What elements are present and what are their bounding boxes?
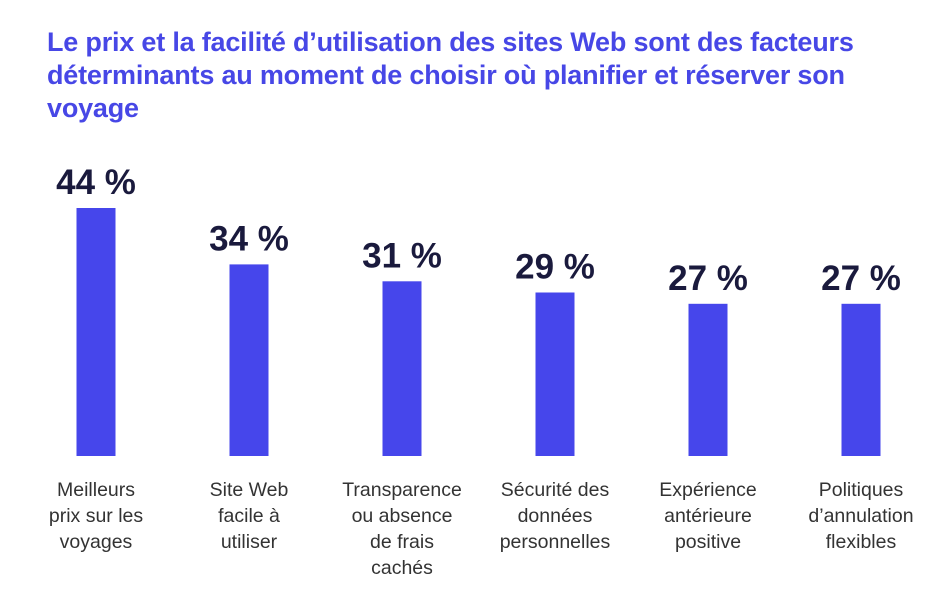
value-label-5: 27 % [821, 259, 901, 298]
category-label-2: Transparence ou absence de frais cachés [342, 479, 462, 579]
value-label-3: 29 % [515, 248, 595, 287]
category-label-line: positive [675, 531, 741, 553]
category-label-line: ou absence [352, 505, 453, 527]
category-label-line: prix sur les [49, 505, 144, 527]
category-label-line: voyages [60, 531, 133, 553]
category-label-line: données [518, 505, 593, 527]
bar-5 [841, 303, 881, 456]
category-label-line: flexibles [826, 531, 897, 553]
category-label-line: d’annulation [808, 505, 913, 527]
category-label-line: utiliser [221, 531, 278, 553]
bar-3 [535, 292, 575, 456]
category-label-5: Politiques d’annulation flexibles [808, 479, 913, 553]
category-label-line: Meilleurs [57, 479, 135, 501]
category-label-line: facile à [218, 505, 280, 527]
bar-1 [229, 264, 269, 456]
category-label-line: personnelles [500, 531, 611, 553]
category-label-line: de frais [370, 531, 434, 553]
category-label-1: Site Web facile à utiliser [210, 479, 289, 553]
category-label-3: Sécurité des données personnelles [500, 479, 611, 553]
chart-title: Le prix et la facilité d’utilisation des… [47, 27, 854, 123]
bar-4 [688, 303, 728, 456]
bar-2 [382, 281, 422, 456]
value-label-1: 34 % [209, 219, 289, 258]
category-label-line: Transparence [342, 479, 462, 501]
value-label-2: 31 % [362, 236, 442, 275]
category-label-line: Politiques [819, 479, 904, 501]
bar-0 [76, 208, 116, 456]
category-label-line: cachés [371, 557, 433, 579]
category-label-line: Sécurité des [501, 479, 610, 501]
value-label-0: 44 % [56, 163, 136, 202]
category-label-line: antérieure [664, 505, 752, 527]
category-label-line: Expérience [659, 479, 757, 501]
category-label-line: Site Web [210, 479, 289, 501]
category-label-4: Expérience antérieure positive [659, 479, 757, 553]
category-label-0: Meilleurs prix sur les voyages [49, 479, 144, 553]
value-label-4: 27 % [668, 259, 748, 298]
